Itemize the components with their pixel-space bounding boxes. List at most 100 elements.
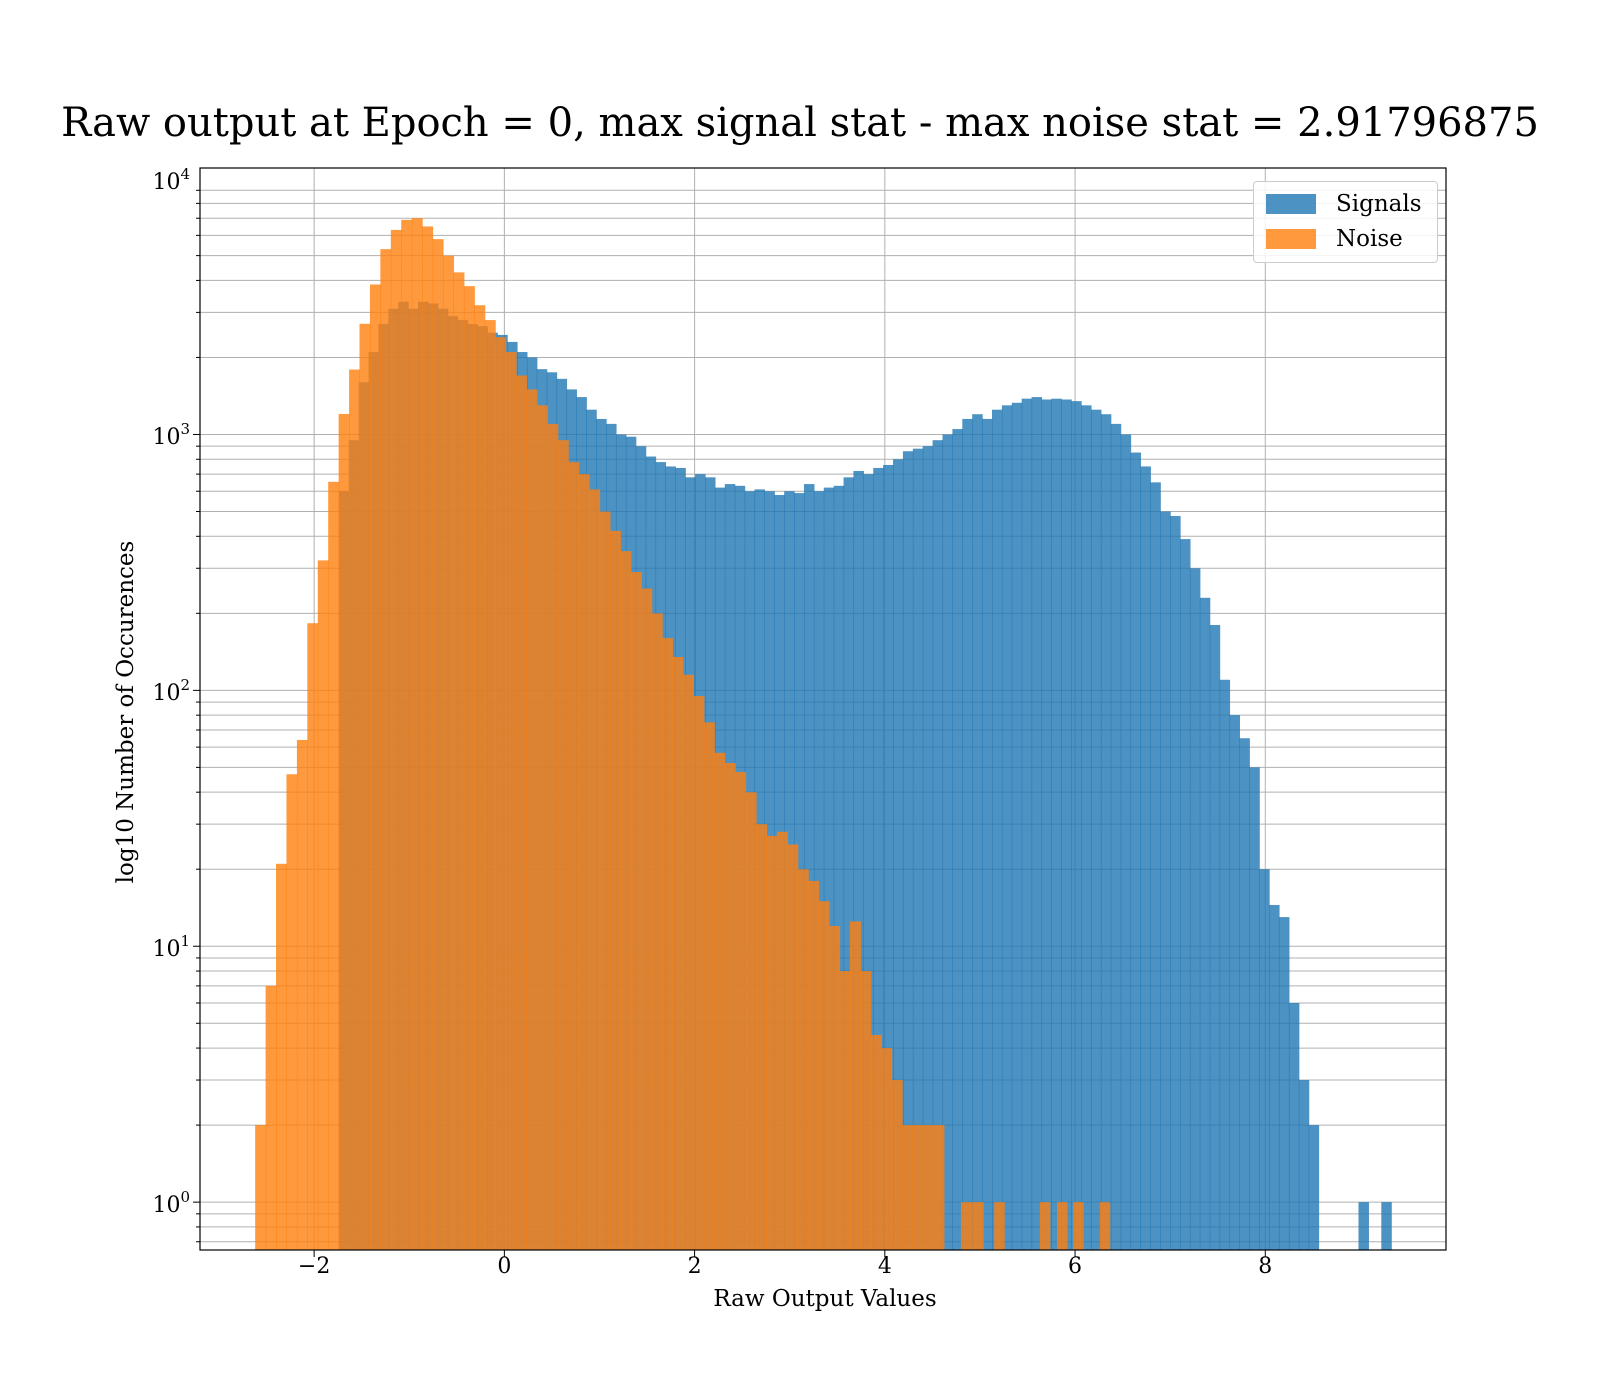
noise-bar [536,405,548,1250]
signals-bar [1021,398,1033,1250]
signals-bar [1199,597,1211,1250]
noise-bar [599,511,611,1251]
noise-bar [818,901,830,1250]
signals-bar [813,491,825,1250]
signals-bar [1120,434,1132,1250]
signals-bar [1180,539,1191,1250]
noise-bar [960,1202,973,1250]
noise-bar [328,481,340,1250]
noise-bar [432,239,444,1250]
signals-bar [1209,625,1221,1250]
noise-bar [870,1034,882,1250]
signals-bar [1011,402,1023,1250]
signals-bar [1308,1125,1320,1250]
noise-bar [1056,1202,1068,1250]
x-tick-label: −2 [297,1254,331,1279]
signals-bar [962,418,973,1250]
noise-bar [933,1125,945,1250]
chart-title: Raw output at Epoch = 0, max signal stat… [61,100,1539,146]
noise-bar [505,352,517,1251]
noise-bar [265,985,277,1250]
signals-bar [873,467,884,1250]
x-tick-label: 8 [1258,1254,1273,1279]
noise-bar [578,474,590,1250]
noise-bar [620,551,632,1250]
signals-bar [1381,1202,1392,1250]
noise-bar [891,1080,903,1250]
signals-bar [1041,399,1052,1250]
noise-bar [589,489,601,1250]
noise-bar [380,249,392,1250]
noise-bar [411,218,423,1251]
noise-bar [693,696,705,1250]
x-tick-label: 2 [687,1254,702,1279]
noise-bar [474,305,486,1250]
noise-bar [787,844,799,1250]
noise-bar [808,880,820,1250]
signals-bar [982,418,993,1250]
signals-bar [1001,405,1013,1250]
legend-swatch-noise [1266,229,1316,249]
legend-swatch-signals [1266,194,1316,214]
signals-bar [893,459,904,1250]
signals-bar [1100,414,1112,1250]
noise-bar [745,792,757,1250]
signals-bar [863,474,874,1250]
noise-bars [255,218,1111,1251]
noise-bar [651,613,663,1250]
noise-bar [860,971,872,1250]
x-tick-label: 6 [1068,1254,1083,1279]
legend-label-signals: Signals [1336,191,1422,217]
noise-bar [349,369,361,1250]
signals-bar [1358,1202,1369,1250]
signals-bar [883,464,894,1250]
noise-bar [849,921,861,1250]
noise-bar [755,824,768,1250]
signals-bar [932,440,944,1250]
noise-bar [276,863,288,1250]
y-tick-label: 104 [152,164,190,195]
noise-bar [453,272,465,1251]
noise-bar [912,1125,924,1250]
noise-bar [463,286,475,1250]
signals-bar [803,484,815,1250]
y-tick-label: 103 [152,420,190,451]
signals-bar [1090,409,1102,1250]
noise-bar [714,752,726,1250]
legend: Signals Noise [1253,181,1438,263]
noise-bar [317,560,329,1250]
noise-bar [703,722,715,1250]
signals-bar [1170,516,1181,1250]
noise-bar [1039,1202,1051,1250]
legend-entry-signals: Signals [1266,191,1422,217]
signals-bar [1061,399,1072,1250]
noise-bar [547,423,559,1251]
signals-bar [833,485,845,1251]
noise-bar [390,229,402,1250]
signals-bar [823,487,835,1250]
noise-bar [516,375,528,1250]
signals-bar [1110,423,1122,1251]
noise-bar [662,638,674,1250]
noise-bar [369,284,381,1250]
legend-label-noise: Noise [1336,226,1403,252]
noise-bar [1073,1202,1084,1250]
noise-bar [797,869,809,1250]
noise-bar [442,255,455,1250]
signals-bar [1150,482,1161,1250]
signals-bar [922,446,934,1250]
signals-bar [1249,767,1260,1250]
noise-bar [902,1125,914,1250]
signals-bar [843,477,855,1250]
x-tick-label: 0 [497,1254,512,1279]
signals-bar [972,414,983,1250]
noise-bar [630,572,642,1250]
noise-bar [255,1125,267,1250]
noise-bar [766,835,778,1250]
signals-bar [1071,401,1082,1250]
noise-bar [359,323,371,1251]
noise-bar [1099,1202,1111,1250]
noise-bar [922,1125,934,1250]
noise-bar [338,413,350,1250]
